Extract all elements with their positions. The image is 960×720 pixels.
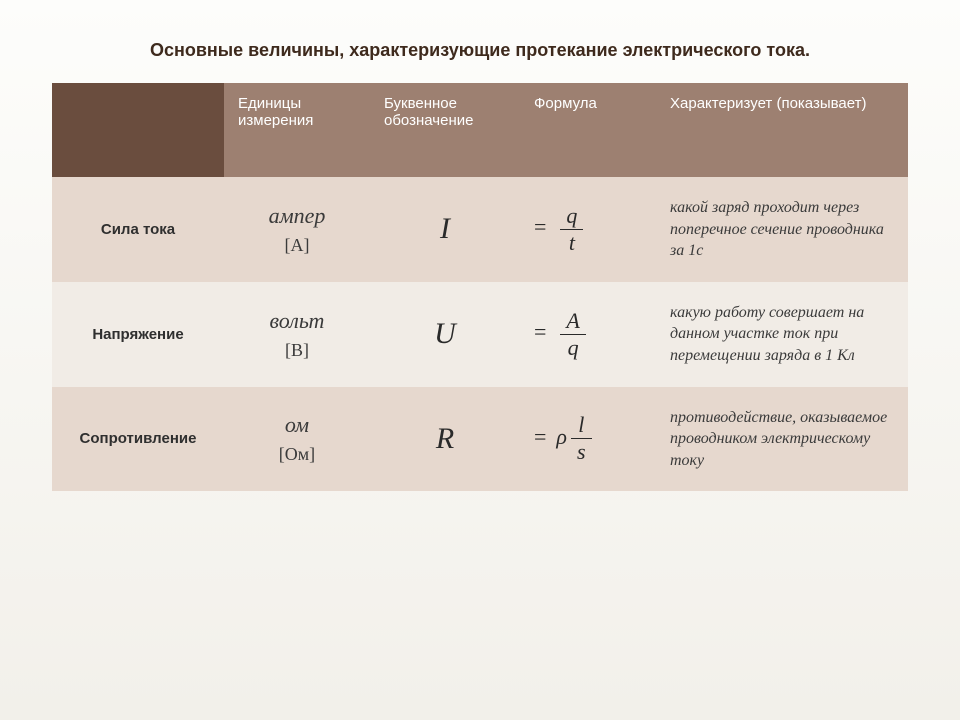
quantities-table: Единицы измерения Буквенное обозначение … (52, 83, 908, 491)
equals-sign: = (534, 424, 546, 449)
rho-factor: ρ (556, 424, 567, 449)
unit-word: ом (285, 412, 309, 437)
numerator: q (560, 203, 583, 229)
header-desc: Характеризует (показывает) (656, 83, 908, 177)
row-formula: = ρls (520, 387, 656, 492)
row-formula: = qt (520, 177, 656, 282)
row-desc: противодействие, оказываемое проводником… (656, 387, 908, 492)
numerator: A (560, 308, 585, 334)
header-corner (52, 83, 224, 177)
row-name: Сила тока (52, 177, 224, 282)
row-symbol: I (370, 177, 520, 282)
row-symbol: R (370, 387, 520, 492)
header-symbol: Буквенное обозначение (370, 83, 520, 177)
row-desc: какую работу совершает на данном участке… (656, 282, 908, 387)
row-formula: = Aq (520, 282, 656, 387)
unit-bracket: [В] (238, 340, 356, 361)
header-formula: Формула (520, 83, 656, 177)
denominator: t (560, 229, 583, 256)
row-name: Сопротивление (52, 387, 224, 492)
fraction: ls (571, 412, 592, 465)
row-unit: ом [Ом] (224, 387, 370, 492)
row-symbol: U (370, 282, 520, 387)
row-desc: какой заряд проходит через поперечное се… (656, 177, 908, 282)
numerator: l (571, 412, 592, 438)
equals-sign: = (534, 214, 546, 239)
slide-title: Основные величины, характеризующие проте… (52, 40, 908, 61)
table-row: Напряжение вольт [В] U = Aq какую работу … (52, 282, 908, 387)
table-row: Сила тока ампер [А] I = qt какой заряд пр… (52, 177, 908, 282)
denominator: s (571, 438, 592, 465)
unit-bracket: [Ом] (238, 444, 356, 465)
denominator: q (560, 334, 585, 361)
table-header-row: Единицы измерения Буквенное обозначение … (52, 83, 908, 177)
unit-bracket: [А] (238, 235, 356, 256)
table-row: Сопротивление ом [Ом] R = ρls противодейс… (52, 387, 908, 492)
fraction: Aq (560, 308, 585, 361)
slide-canvas: Основные величины, характеризующие проте… (0, 0, 960, 720)
equals-sign: = (534, 319, 546, 344)
unit-word: ампер (269, 203, 326, 228)
header-units: Единицы измерения (224, 83, 370, 177)
row-unit: ампер [А] (224, 177, 370, 282)
fraction: qt (560, 203, 583, 256)
row-name: Напряжение (52, 282, 224, 387)
unit-word: вольт (270, 308, 325, 333)
row-unit: вольт [В] (224, 282, 370, 387)
